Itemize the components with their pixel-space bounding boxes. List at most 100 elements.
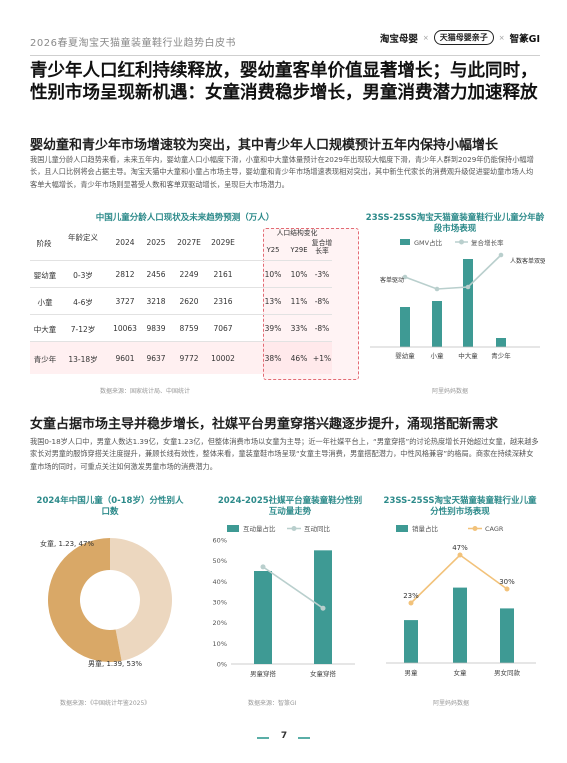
chart1-x-labels: 婴幼童 小童 中大童 青少年 bbox=[395, 351, 511, 360]
legend-sales-label: 销量占比 bbox=[412, 524, 439, 533]
legend-cagr-label: 复合增长率 bbox=[471, 238, 504, 247]
chart1-title: 23SS-25SS淘宝天猫童装童鞋行业儿童分年龄段市场表现 bbox=[365, 213, 545, 234]
chart1-source: 阿里妈妈数据 bbox=[432, 388, 469, 395]
legend-yoy-label: 互动同比 bbox=[304, 524, 331, 533]
social-interaction-chart: 互动量占比 互动同比 0% 10% 20% 30% 40% 50% 60% 男童穿搭 女童穿搭 bbox=[213, 524, 355, 678]
sales-bar bbox=[500, 608, 514, 663]
youth-row-highlight bbox=[30, 342, 332, 374]
table-cell-v2027: 8759 bbox=[179, 324, 199, 333]
table-source: 数据来源：国家统计局、中国统计 bbox=[100, 388, 191, 395]
annotation-right: 人数客单双驱动 bbox=[510, 257, 545, 265]
section-1-paragraph: 我国儿童分龄人口趋势来看，未来五年内，婴幼童人口小幅度下滑，小童和中大童体量预计… bbox=[30, 155, 534, 189]
table-cell-v2027: 9772 bbox=[179, 354, 199, 363]
y-tick-label: 60% bbox=[213, 537, 227, 545]
footer-line-right bbox=[298, 737, 310, 739]
chart3-y-axis: 0% 10% 20% 30% 40% 50% 60% bbox=[213, 537, 355, 669]
table-cell-age: 13-18岁 bbox=[68, 355, 98, 364]
taobao-logo: 淘宝母婴 bbox=[379, 33, 418, 45]
gender-market-chart: 销量占比 CAGR 23% 47% 30% 男童 女童 男女同款 bbox=[386, 524, 536, 677]
section-2-title: 女童占据市场主导并稳步增长，社媒平台男童穿搭兴趣逐步提升，涌现搭配新需求 bbox=[30, 417, 499, 432]
cagr-data-label: 30% bbox=[499, 578, 515, 586]
page-headline: 青少年人口红利持续释放，婴幼童客单价值显著增长；与此同时，性别市场呈现新机遇：女… bbox=[30, 61, 538, 103]
table-cell-v2025: 3218 bbox=[146, 297, 166, 306]
chart4-cagr-points: 23% 47% 30% bbox=[403, 544, 515, 606]
population-table: 阶段 年龄定义 2024 2025 2027E 2029E 人口结构变化 Y25… bbox=[30, 224, 359, 380]
chart2-title: 2024年中国儿童（0-18岁）分性别人口数 bbox=[36, 496, 184, 517]
interaction-bar bbox=[254, 571, 272, 664]
x-tick-label: 婴幼童 bbox=[395, 351, 415, 360]
x-tick-label: 男女同款 bbox=[494, 668, 521, 677]
chart4-title: 23SS-25SS淘宝天猫童装童鞋行业儿童分性别市场表现 bbox=[383, 496, 537, 517]
x-tick-label: 青少年 bbox=[491, 351, 511, 360]
logo-separator: × bbox=[422, 33, 429, 42]
logo-separator: × bbox=[498, 33, 505, 42]
cagr-point bbox=[465, 284, 471, 290]
chart4-bars bbox=[404, 587, 514, 663]
page-header: 2026春夏淘宝天猫童装童鞋行业趋势白皮书 淘宝母婴 × 天猫母婴亲子 × 智篆… bbox=[30, 30, 540, 52]
table-divider bbox=[30, 287, 332, 288]
table-title: 中国儿童分龄人口现状及未来趋势预测（万人） bbox=[95, 213, 275, 223]
table-divider bbox=[30, 260, 332, 261]
label-female: 女童, 1.23, 47% bbox=[40, 539, 94, 548]
table-cell-v2025: 2456 bbox=[146, 270, 166, 279]
table-cell-age: 0-3岁 bbox=[73, 271, 93, 280]
header-cagr: 复合增长率 bbox=[311, 239, 333, 255]
table-cell-cagr: -3% bbox=[314, 270, 330, 279]
chart3-yoy-line bbox=[262, 566, 324, 609]
yoy-point bbox=[320, 605, 326, 611]
table-cell-stage: 中大童 bbox=[33, 325, 57, 334]
gmv-bar bbox=[496, 338, 506, 347]
table-divider bbox=[30, 341, 332, 342]
chart4-x-labels: 男童 女童 男女同款 bbox=[405, 668, 521, 677]
table-cell-v2027: 2620 bbox=[179, 297, 199, 306]
footer-line-left bbox=[257, 737, 269, 739]
table-cell-age: 4-6岁 bbox=[73, 298, 93, 307]
legend-cagr-label: CAGR bbox=[485, 525, 504, 533]
header-y29e: Y29E bbox=[290, 246, 308, 254]
table-cell-y29: 11% bbox=[290, 297, 308, 306]
table-cell-y25: 39% bbox=[264, 324, 282, 333]
chart3-title: 2024-2025社媒平台童装童鞋分性别互动量走势 bbox=[217, 496, 363, 517]
gmv-bar bbox=[400, 307, 410, 347]
legend-interaction-swatch bbox=[227, 525, 239, 532]
header-2029e: 2029E bbox=[211, 238, 235, 247]
table-cell-cagr: -8% bbox=[314, 297, 330, 306]
female-slice bbox=[110, 538, 172, 661]
section-2-paragraph: 我国0-18岁人口中，男童人数达1.39亿，女童1.23亿，但整体消费市场以女童… bbox=[30, 437, 539, 471]
header-divider bbox=[30, 55, 540, 56]
table-divider bbox=[30, 314, 332, 315]
header-structure: 人口结构变化 bbox=[276, 229, 318, 237]
cagr-data-label: 47% bbox=[452, 544, 468, 552]
cagr-point bbox=[402, 274, 408, 280]
report-title: 2026春夏淘宝天猫童装童鞋行业趋势白皮书 bbox=[30, 38, 236, 49]
y-tick-label: 40% bbox=[213, 578, 227, 586]
table-cell-v2024: 10063 bbox=[113, 324, 137, 333]
chart3-x-labels: 男童穿搭 女童穿搭 bbox=[250, 669, 337, 678]
legend-gmv-swatch bbox=[400, 239, 410, 245]
gmv-bar bbox=[463, 259, 473, 347]
y-tick-label: 20% bbox=[213, 619, 227, 627]
table-cell-y25: 10% bbox=[264, 270, 282, 279]
page-number: 7 bbox=[280, 731, 288, 741]
table-cell-v2029: 2316 bbox=[213, 297, 233, 306]
yoy-point bbox=[260, 564, 266, 570]
table-cell-v2025: 9839 bbox=[146, 324, 166, 333]
legend-sales-swatch bbox=[396, 525, 408, 532]
table-cell-y25: 13% bbox=[264, 297, 282, 306]
table-cell-y25: 38% bbox=[264, 354, 282, 363]
y-tick-label: 0% bbox=[217, 661, 227, 669]
legend-yoy-marker bbox=[291, 526, 297, 531]
table-cell-y29: 33% bbox=[290, 324, 308, 333]
header-2027e: 2027E bbox=[177, 238, 201, 247]
header-2025: 2025 bbox=[146, 238, 166, 247]
table-cell-v2025: 9637 bbox=[146, 354, 166, 363]
table-cell-age: 7-12岁 bbox=[70, 325, 96, 334]
annotation-left: 客单驱动 bbox=[380, 276, 404, 284]
gmv-bar bbox=[432, 301, 442, 347]
cagr-data-label: 23% bbox=[403, 592, 419, 600]
chart2-source: 数据来源：《中国统计年鉴2025》 bbox=[60, 700, 151, 707]
chart1-cagr-line bbox=[404, 254, 502, 290]
y-tick-label: 30% bbox=[213, 599, 227, 607]
cagr-point bbox=[498, 252, 504, 258]
x-tick-label: 男童 bbox=[405, 668, 419, 677]
